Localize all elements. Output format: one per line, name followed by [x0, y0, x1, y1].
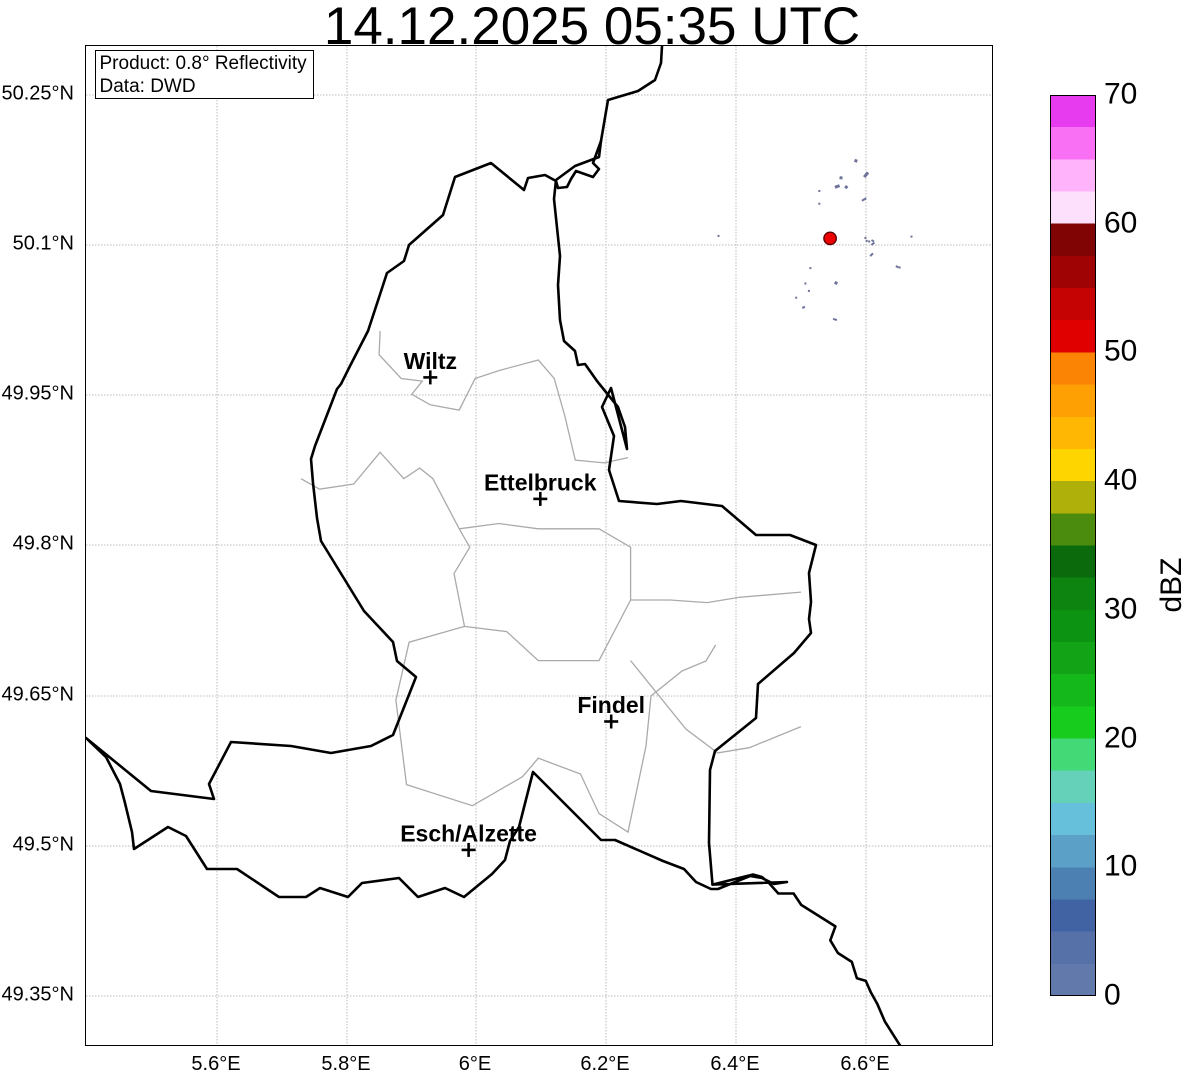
svg-text:Wiltz: Wiltz — [404, 348, 457, 374]
svg-text:Findel: Findel — [577, 692, 645, 718]
svg-text:Ettelbruck: Ettelbruck — [484, 470, 597, 496]
svg-text:Esch/Alzette: Esch/Alzette — [400, 821, 537, 847]
